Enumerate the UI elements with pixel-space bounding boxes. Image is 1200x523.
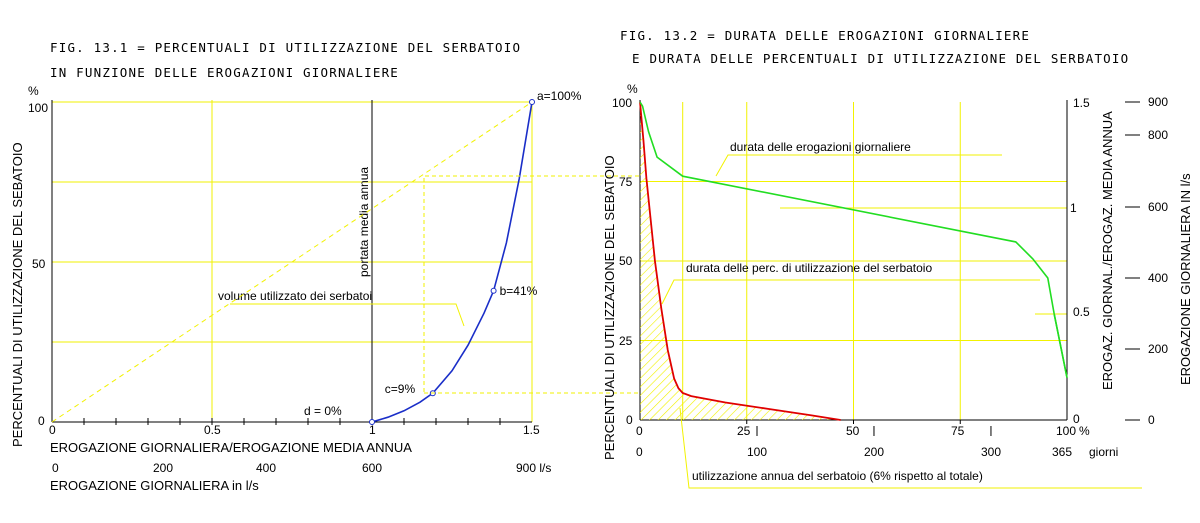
fig2-data [639, 101, 1068, 421]
fig2-r1-tick-1: 1 [1070, 201, 1077, 215]
fig2-xmid-tick-365: 365 [1052, 445, 1072, 459]
fig2-annotation-3: utilizzazione annua del serbatoio (6% ri… [692, 469, 983, 483]
fig1-x-tick-15: 1.5 [523, 423, 540, 437]
fig2-xin-tick-75: 75 [951, 424, 965, 438]
fig2-r1-tick-05: 0.5 [1073, 305, 1090, 319]
fig1-x2-label: EROGAZIONE GIORNALIERA in l/s [50, 478, 259, 493]
fig2-title-line1: FIG. 13.2 = DURATA DELLE EROGAZIONI GIOR… [620, 28, 1030, 43]
fig2-annotation-1: durata delle erogazioni giornaliere [730, 140, 911, 154]
fig1-x-tick-1: 1 [369, 423, 376, 437]
fig2-xmid-tick-200: 200 [864, 445, 884, 459]
fig1-x-tick-05: 0.5 [204, 423, 221, 437]
fig1-y-tick-100: 100 [28, 101, 48, 115]
fig2-right-label-1: EROGAZ. GIORNAL./EROGAZ. MEDIA ANNUA [1100, 111, 1115, 390]
fig1-point-label: b=41% [500, 284, 538, 298]
fig2-r2-tick-0: 0 [1148, 413, 1155, 427]
fig2-hatched-area [640, 102, 841, 420]
fig1-vertical-label: portata media annua [357, 167, 371, 277]
fig1-x2-tick-0: 0 [52, 461, 59, 475]
fig1-title-line2: IN FUNZIONE DELLE EROGAZIONI GIORNALIERE [50, 65, 399, 80]
fig2-flow-duration-tail [1053, 313, 1068, 378]
fig2-r2-tick-800: 800 [1148, 128, 1168, 142]
fig1-annotation: volume utilizzato dei serbatoi [218, 289, 372, 303]
guide-c [423, 175, 640, 392]
fig1-diagonal-line [51, 101, 533, 423]
fig2-r2-tick-400: 400 [1148, 271, 1168, 285]
fig2-y-tick-0: 0 [626, 413, 633, 427]
fig1-x2-tick-900: 900 l/s [516, 461, 551, 475]
fig2-annotation2-leader [661, 279, 1040, 305]
fig2-y-unit: % [627, 82, 638, 96]
fig2-r2-tick-900: 900 [1148, 95, 1168, 109]
fig1-point-label: a=100% [537, 89, 582, 103]
fig2-annotation-2: durata delle perc. di utilizzazione del … [686, 261, 932, 275]
fig1-x-label: EROGAZIONE GIORNALIERA/EROGAZIONE MEDIA … [50, 440, 412, 455]
fig2-r2-tick-200: 200 [1148, 342, 1168, 356]
fig2-flow-duration-curve [639, 101, 1068, 378]
fig1-y-unit: % [28, 84, 39, 98]
fig1-point-marker [529, 99, 535, 105]
fig1-utilization-curve [371, 101, 533, 423]
fig2-y-tick-25: 25 [619, 334, 633, 348]
chart-13-1: FIG. 13.1 = PERCENTUALI DI UTILIZZAZIONE… [10, 40, 582, 493]
fig2-y-label: PERCENTUALI DI UTILIZZAZIONE DEL SEBATOI… [602, 155, 617, 460]
fig1-point-marker [369, 419, 375, 425]
fig2-right-axis-2 [1125, 101, 1140, 421]
fig2-xmid-tick-300: 300 [981, 445, 1001, 459]
fig1-x-tick-0: 0 [49, 423, 56, 437]
fig1-x2-tick-400: 400 [256, 461, 276, 475]
fig1-point-label: c=9% [385, 382, 416, 396]
fig1-annotation-leader [230, 303, 465, 327]
fig2-r1-tick-0: 0 [1073, 412, 1080, 426]
fig2-xin-tick-25: 25 [737, 424, 751, 438]
cross-figure-guides [423, 175, 640, 394]
fig1-y-tick-50: 50 [32, 257, 46, 271]
fig2-y-tick-100: 100 [612, 96, 632, 110]
fig2-title-line2: E DURATA DELLE PERCENTUALI DI UTILIZZAZI… [632, 51, 1129, 66]
fig1-y-label: PERCENTUALI DI UTILIZZAZIONE DEL SEBATOI… [10, 142, 25, 447]
fig2-xmid-tick-100: 100 [747, 445, 767, 459]
fig2-xin-tick-50: 50 [846, 424, 860, 438]
fig2-r2-tick-600: 600 [1148, 200, 1168, 214]
fig2-y-tick-50: 50 [619, 254, 633, 268]
fig1-x2-tick-200: 200 [153, 461, 173, 475]
fig2-y-tick-75: 75 [619, 175, 633, 189]
fig2-annotation1-leader [715, 154, 1002, 177]
fig1-point-label: d = 0% [304, 404, 342, 418]
fig2-xmid-tick-0: 0 [636, 445, 643, 459]
fig2-xin-tick-100: 100 [1056, 424, 1076, 438]
fig2-right-label-2: EROGAZIONE GIORNALIERA IN l/s [1178, 173, 1193, 385]
chart-13-2: FIG. 13.2 = DURATA DELLE EROGAZIONI GIOR… [602, 28, 1193, 489]
fig1-x2-tick-600: 600 [362, 461, 382, 475]
fig2-r1-tick-15: 1.5 [1073, 96, 1090, 110]
fig1-point-marker [490, 287, 497, 294]
fig1-data: a=100% b=41% c=9% d = 0% [51, 89, 582, 425]
fig2-xin-tick-0: 0 [636, 424, 643, 438]
fig1-y-tick-0: 0 [38, 414, 45, 428]
fig2-annotation3-leader [679, 407, 1142, 489]
fig1-title-line1: FIG. 13.1 = PERCENTUALI DI UTILIZZAZIONE… [50, 40, 521, 55]
fig2-x-unit-percent: % [1079, 424, 1090, 438]
fig2-x-unit-days: giorni [1089, 445, 1118, 459]
fig2-utilization-duration-curve [639, 101, 841, 421]
